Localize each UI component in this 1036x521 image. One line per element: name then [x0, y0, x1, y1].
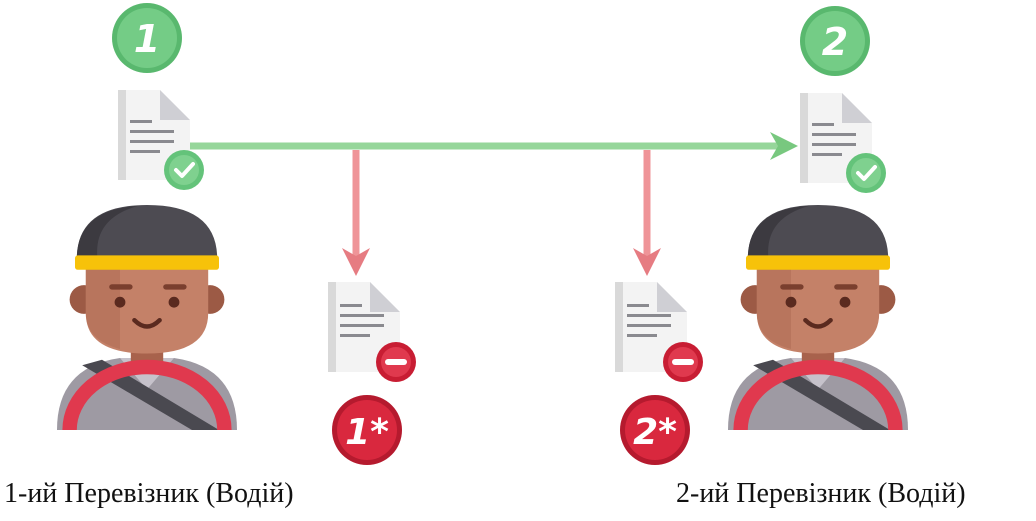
badge-2: 2 — [800, 6, 870, 76]
svg-text:2*: 2* — [633, 412, 677, 453]
badge-1-star: 1* — [332, 395, 402, 465]
main-transfer-arrow — [190, 132, 798, 160]
svg-text:1*: 1* — [345, 412, 389, 453]
svg-text:1: 1 — [134, 17, 160, 61]
document-check-icon — [798, 91, 888, 195]
document-minus-icon — [328, 282, 416, 382]
driver-icon — [728, 205, 908, 430]
carrier-2-label: 2-ий Перевізник (Водій) — [676, 478, 966, 509]
carrier-1-label: 1-ий Перевізник (Водій) — [4, 478, 294, 509]
driver-icon — [57, 205, 237, 430]
svg-text:2: 2 — [822, 20, 848, 64]
badge-2-star: 2* — [620, 395, 690, 465]
badge-1: 1 — [112, 3, 182, 73]
branch-arrow-2 — [633, 150, 661, 276]
branch-arrow-1 — [342, 150, 370, 276]
document-minus-icon — [615, 282, 703, 382]
document-check-icon — [116, 88, 206, 192]
